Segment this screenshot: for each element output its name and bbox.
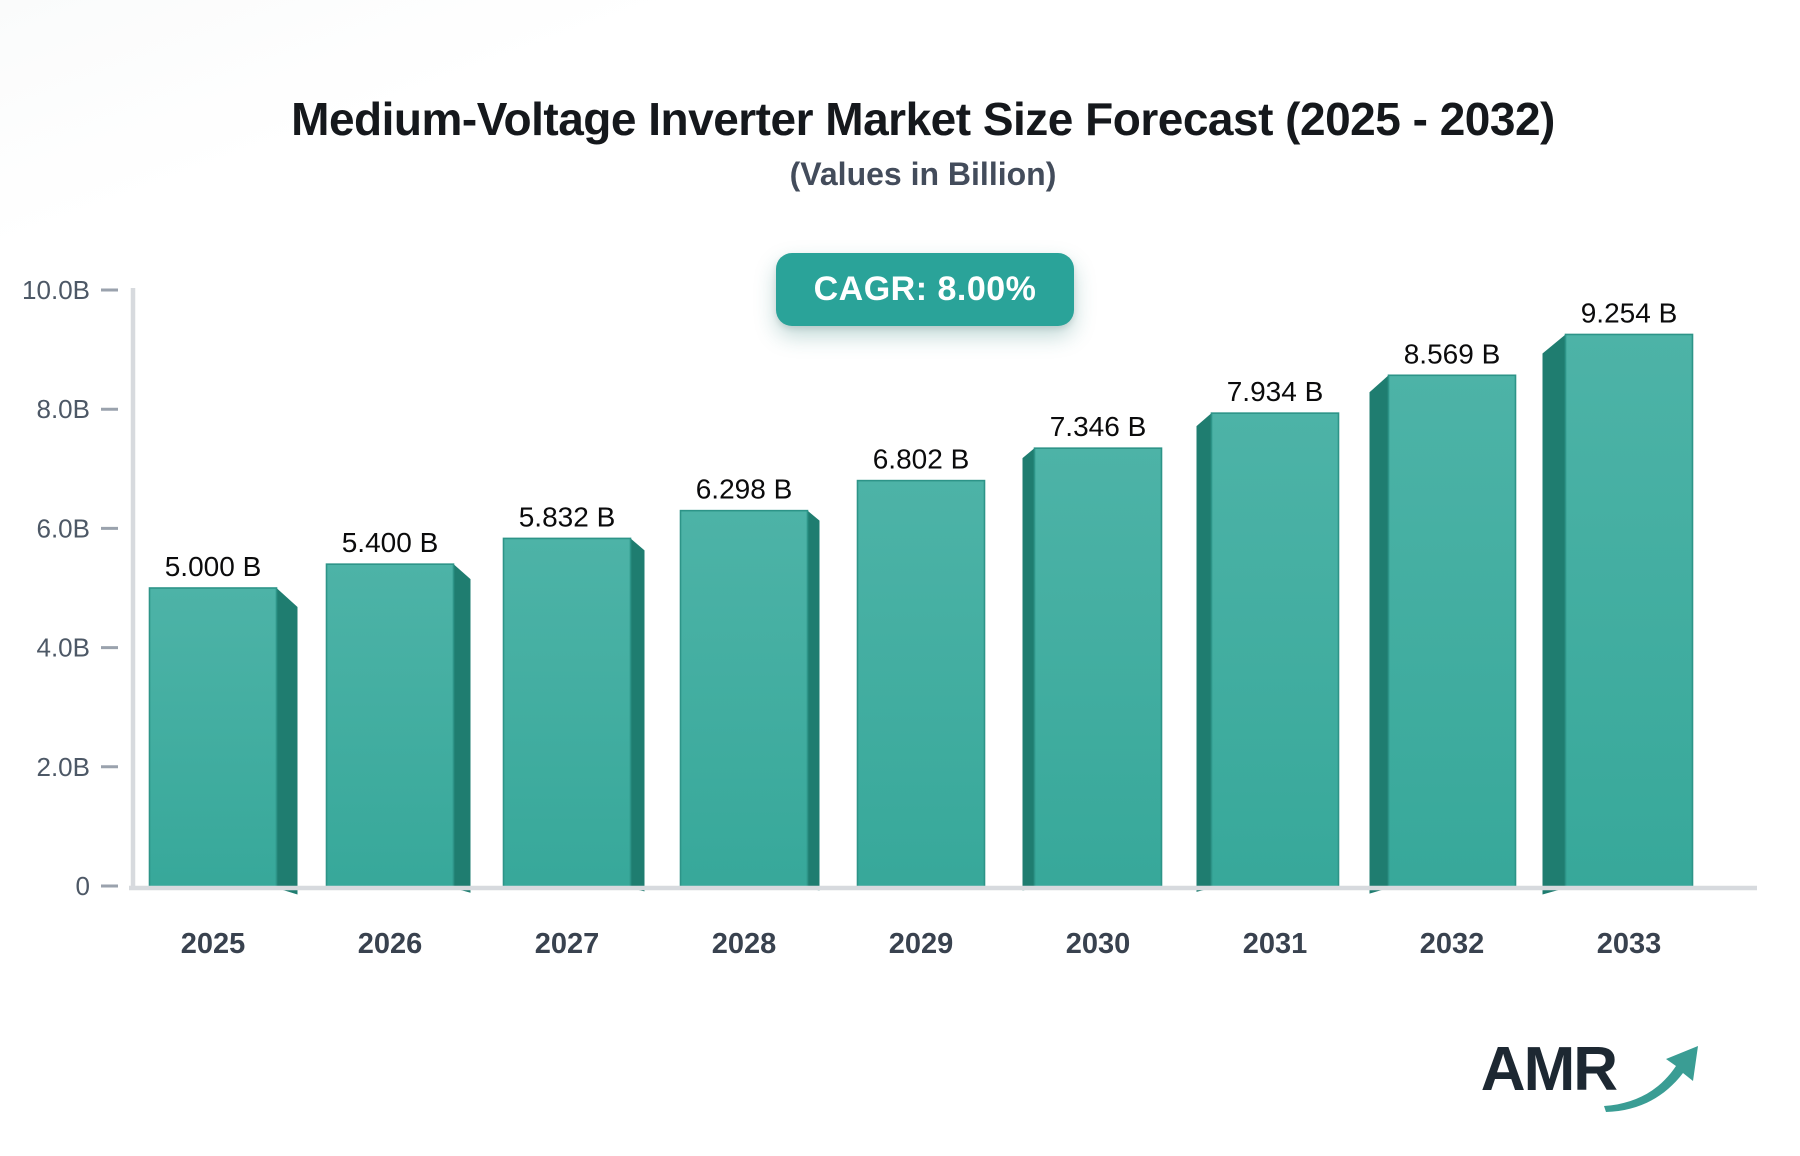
axis-layer: [101, 288, 1757, 891]
y-tick-label: 2.0B: [37, 752, 91, 782]
bar-value-label: 5.400 B: [342, 527, 439, 558]
x-axis-label-2026: 2026: [358, 928, 423, 960]
bar-2027[interactable]: [502, 537, 632, 889]
bar-2028[interactable]: [679, 509, 809, 889]
bar-side-face: [1542, 334, 1566, 895]
bar-side-face: [276, 588, 298, 895]
y-tick-label: 4.0B: [37, 633, 91, 663]
growth-arrow-icon: [1604, 1046, 1698, 1112]
bar-2025[interactable]: [148, 587, 278, 889]
bar-group: [1022, 447, 1163, 891]
bar-group: [502, 537, 645, 892]
labels-layer: 0 2.0B 4.0B 6.0B 8.0B 10.0B 5.000 B 2025 5.400 B…: [22, 275, 1677, 960]
bar-group: [1369, 374, 1517, 894]
y-tick-label: 10.0B: [22, 275, 90, 305]
bar-side-face: [1022, 448, 1035, 891]
y-tick-label: 6.0B: [37, 513, 91, 543]
bar-value-label: 8.569 B: [1404, 338, 1501, 369]
bar-value-label: 5.000 B: [165, 551, 262, 582]
x-axis-label-2028: 2028: [712, 928, 777, 960]
y-tick-label: 8.0B: [37, 394, 91, 424]
x-axis-label-2029: 2029: [889, 928, 954, 960]
bar-value-label: 7.934 B: [1227, 376, 1324, 407]
bar-group: [856, 479, 986, 889]
brand-logo: AMR: [1480, 1030, 1702, 1112]
bar-side-face: [453, 564, 471, 893]
bar-value-label: 7.346 B: [1050, 411, 1147, 442]
bar-2031[interactable]: [1210, 412, 1340, 889]
bar-2033[interactable]: [1564, 333, 1694, 889]
bar-2029[interactable]: [856, 479, 986, 889]
x-axis-label-2031: 2031: [1243, 928, 1308, 960]
bar-value-label: 5.832 B: [519, 501, 616, 532]
cagr-badge-wrap: CAGR: 8.00%: [25, 253, 1800, 326]
y-tick-label: 0: [76, 871, 90, 901]
cagr-badge: CAGR: 8.00%: [775, 253, 1075, 326]
bar-2032[interactable]: [1387, 374, 1517, 889]
bar-2026[interactable]: [325, 563, 455, 889]
x-axis-label-2025: 2025: [181, 928, 246, 960]
bar-group: [325, 563, 471, 893]
bars-layer: [148, 333, 1694, 895]
logo-text: AMR: [1480, 1035, 1618, 1104]
bar-group: [148, 587, 298, 895]
bar-group: [679, 509, 820, 891]
bar-side-face: [807, 510, 820, 891]
header: Medium-Voltage Inverter Market Size Fore…: [23, 92, 1800, 193]
x-axis-label-2033: 2033: [1597, 928, 1662, 960]
bar-side-face: [630, 538, 645, 892]
chart-title: Medium-Voltage Inverter Market Size Fore…: [291, 93, 1555, 145]
bar-side-face: [1196, 413, 1212, 892]
bar-group: [1542, 333, 1694, 895]
x-axis-label-2027: 2027: [535, 928, 600, 960]
bar-side-face: [1369, 375, 1389, 894]
chart-subtitle: (Values in Billion): [789, 156, 1057, 192]
bar-value-label: 6.802 B: [873, 444, 970, 475]
x-axis-label-2030: 2030: [1066, 928, 1131, 960]
x-axis-label-2032: 2032: [1420, 928, 1485, 960]
bar-value-label: 6.298 B: [696, 474, 793, 505]
bar-value-label: 9.254 B: [1581, 297, 1678, 328]
bar-group: [1196, 412, 1340, 892]
bar-2030[interactable]: [1033, 447, 1163, 889]
